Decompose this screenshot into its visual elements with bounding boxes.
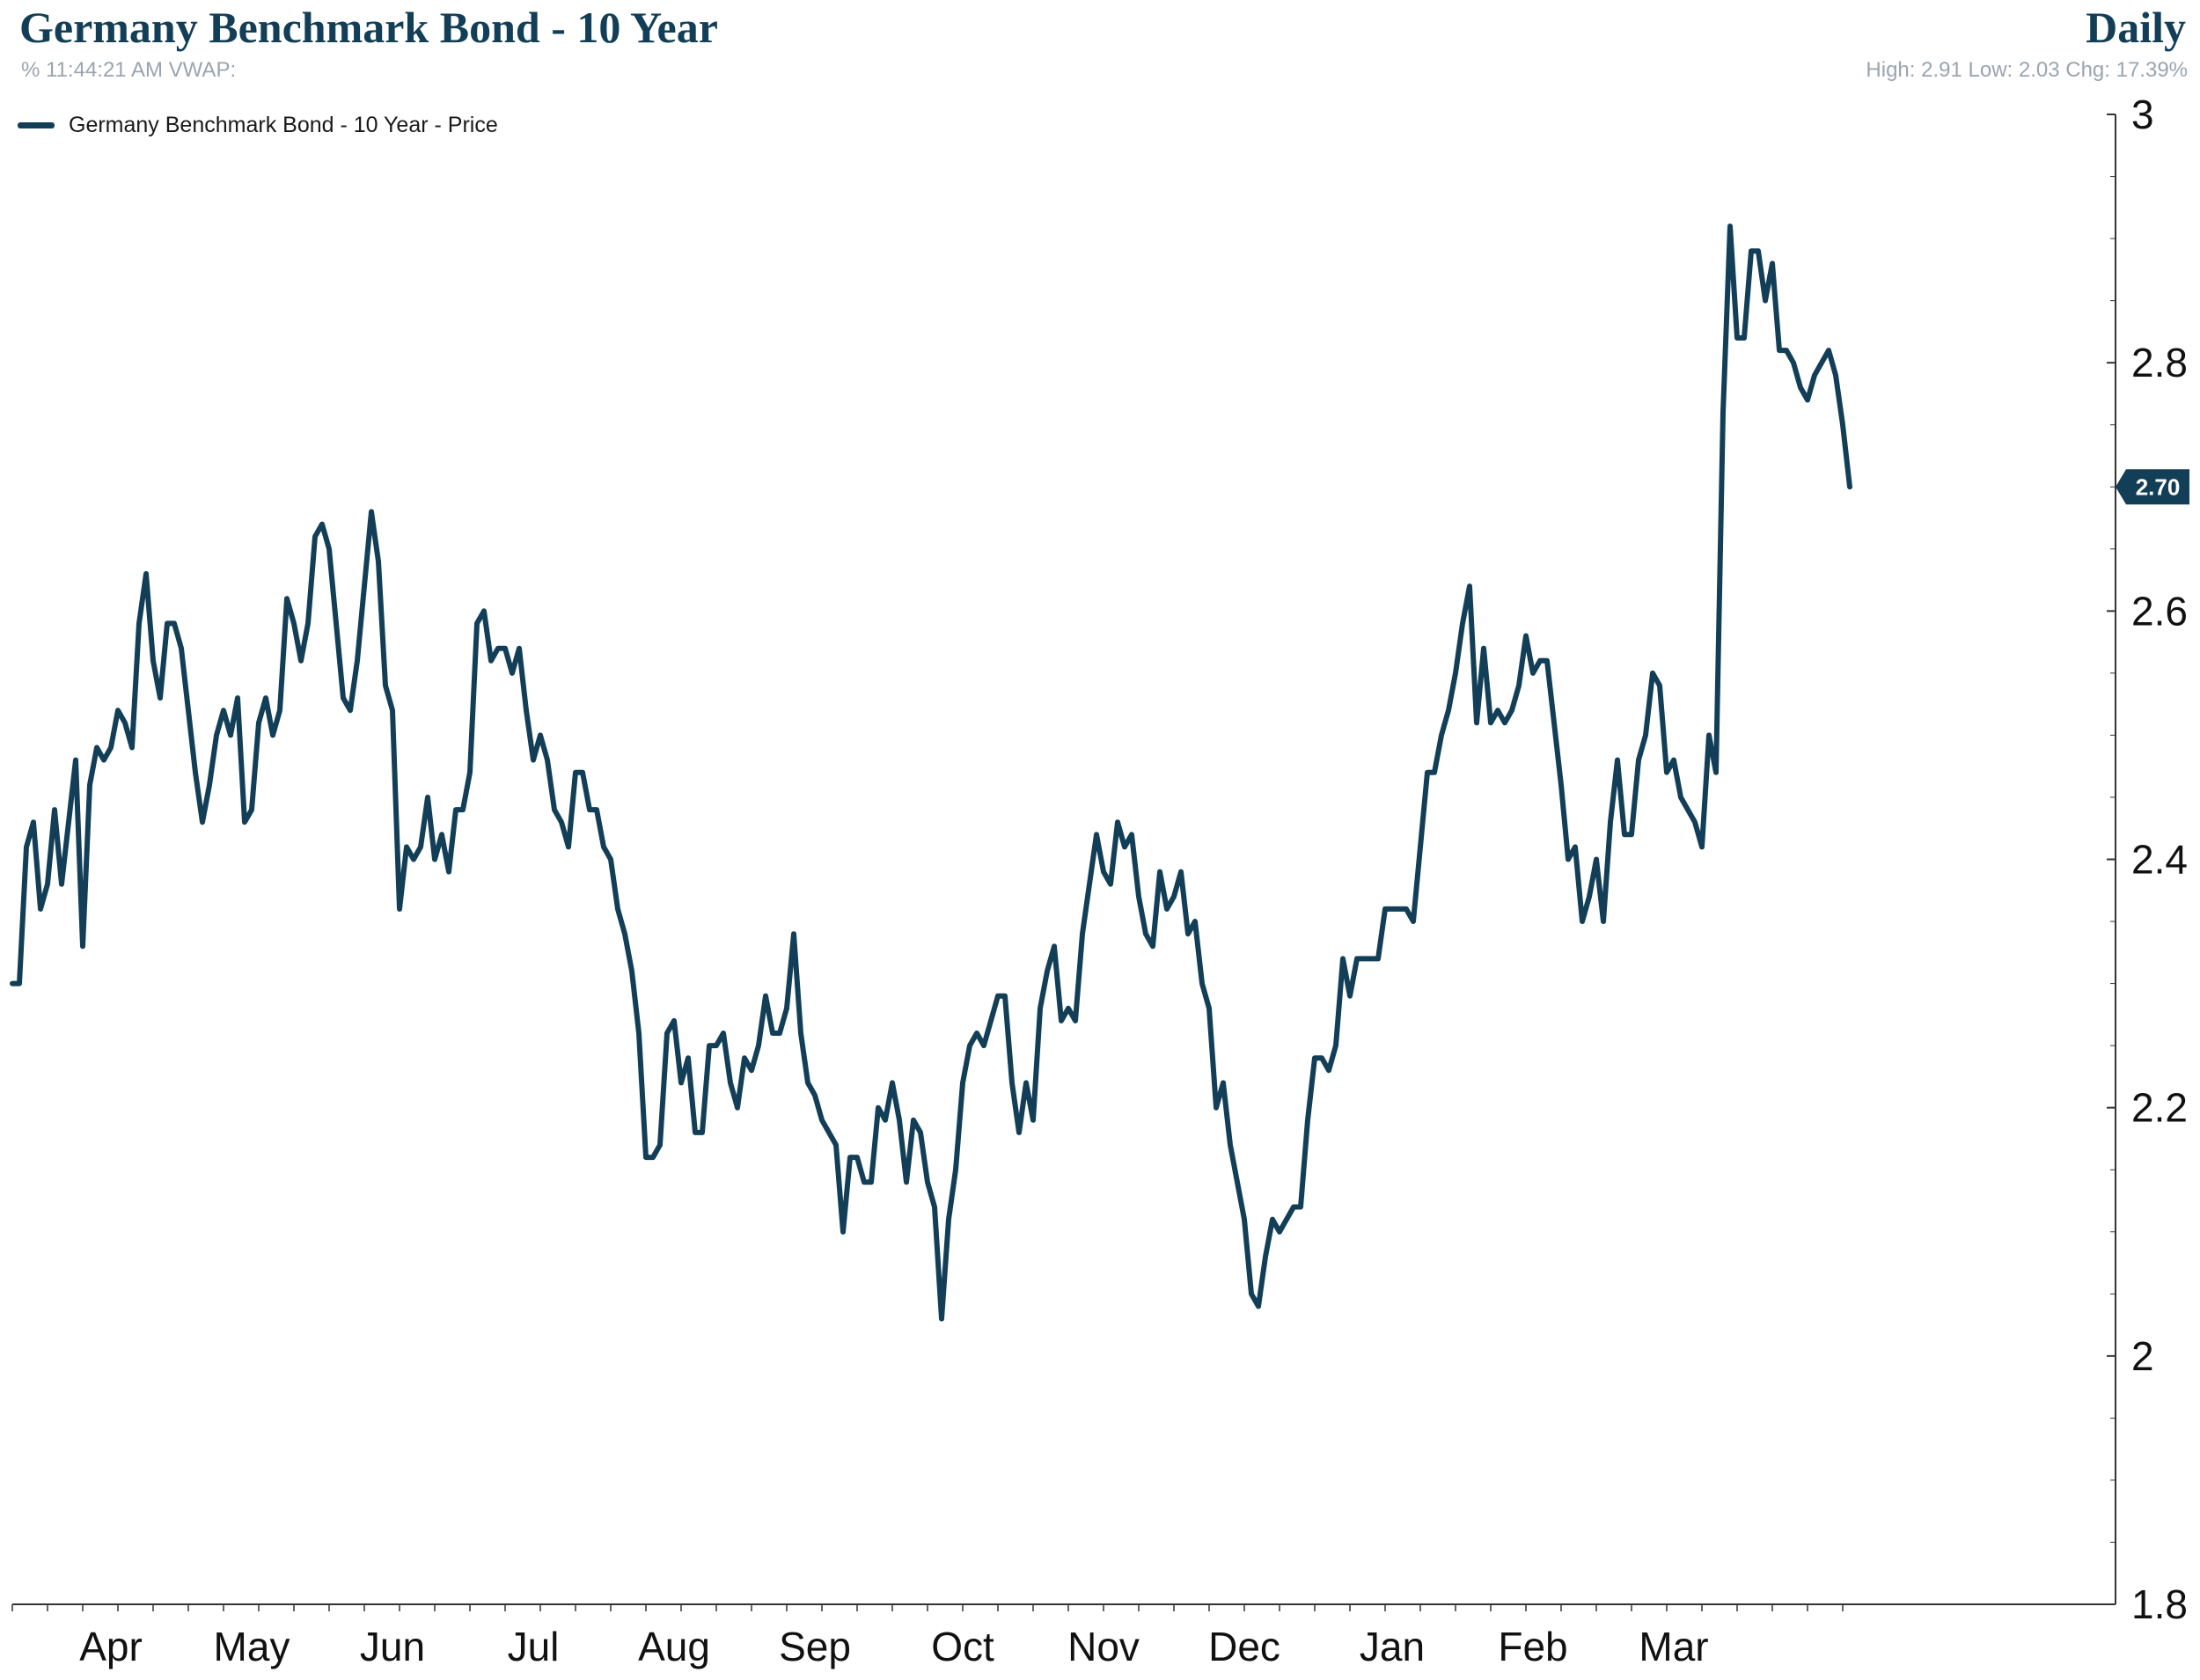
y-axis: 1.8 2 2.2 2.4 2.6 2.8 3 [2107,92,2188,1627]
last-value-label: 2.70 [2136,473,2181,500]
y-tick-label: 2 [2131,1333,2154,1379]
x-tick-label: Dec [1208,1624,1280,1669]
x-tick-label: May [214,1624,290,1669]
x-tick-label: Jan [1360,1624,1425,1669]
legend: Germany Benchmark Bond - 10 Year - Price [18,113,498,138]
last-value-marker: 2.70 [2116,469,2189,505]
y-tick-label: 2.8 [2131,340,2188,385]
y-tick-label: 1.8 [2131,1581,2188,1627]
x-tick-label: Aug [638,1624,710,1669]
series-line-price [10,224,1852,1322]
chart-title: Germany Benchmark Bond - 10 Year [19,3,718,52]
x-tick-label: Sep [779,1624,851,1669]
legend-label: Germany Benchmark Bond - 10 Year - Price [69,113,498,137]
last-value-tag [2116,469,2189,505]
high-low-change-stats: High: 2.91 Low: 2.03 Chg: 17.39% [1866,58,2188,82]
y-tick-label: 2.4 [2131,837,2188,883]
x-tick-label: Oct [931,1624,994,1669]
x-axis: Apr May Jun Jul Aug Sep Oct Nov Dec Jan Feb Mar [11,1603,2116,1669]
period-label: Daily [2086,3,2186,52]
x-tick-label: Apr [79,1624,143,1669]
x-tick-label: Jul [508,1624,560,1669]
x-tick-label: Jun [360,1624,425,1669]
legend-line-swatch [18,122,55,128]
x-tick-label: Feb [1498,1624,1567,1669]
series-layer [10,224,1852,1322]
y-tick-label: 2.2 [2131,1085,2188,1131]
y-tick-label: 3 [2131,92,2154,137]
vwap-subtitle: % 11:44:21 AM VWAP: [21,58,237,82]
y-tick-label: 2.6 [2131,588,2188,634]
x-tick-label: Nov [1067,1624,1140,1669]
x-tick-label: Mar [1639,1624,1708,1669]
